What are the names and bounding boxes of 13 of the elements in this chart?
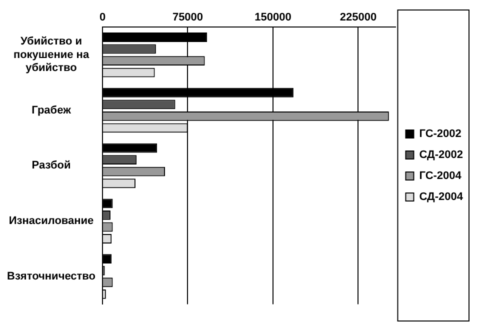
legend-label: СД-2004 <box>419 191 464 204</box>
legend-label: ГС-2004 <box>419 170 462 182</box>
x-tick-label: 150000 <box>254 12 292 24</box>
y-tick-label: Разбой <box>32 160 71 172</box>
legend-label: СД-2002 <box>419 149 464 162</box>
y-tick-label: Взяточничество <box>6 270 96 283</box>
y-tick-label: Изнасилование <box>8 215 94 228</box>
x-tick-label: 0 <box>99 12 106 24</box>
x-tick-label: 75000 <box>172 12 204 24</box>
y-tick-label: Убийство и покушение на убийство <box>13 36 90 74</box>
x-tick-label: 225000 <box>340 12 377 24</box>
legend-label: ГС-2002 <box>419 128 462 140</box>
y-tick-label: Грабеж <box>32 104 72 116</box>
